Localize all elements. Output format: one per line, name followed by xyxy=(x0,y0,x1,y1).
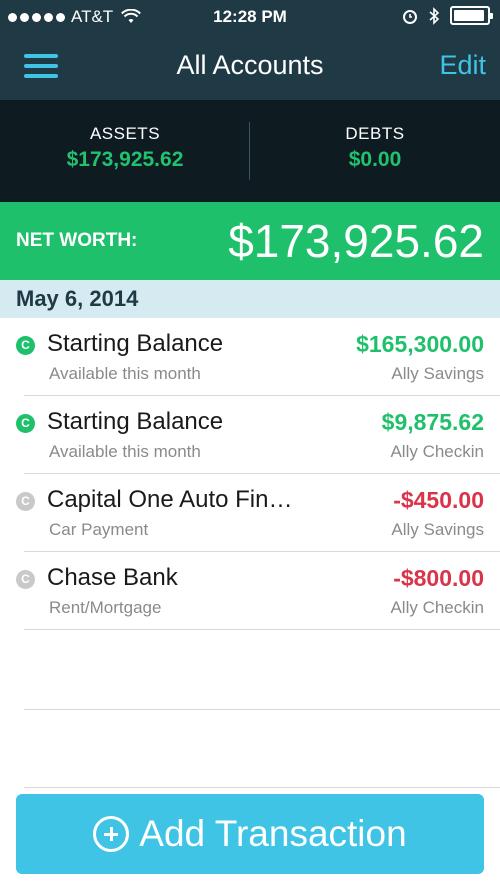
edit-button[interactable]: Edit xyxy=(439,50,486,80)
hamburger-menu-icon[interactable] xyxy=(24,54,58,80)
transaction-row[interactable]: C Capital One Auto Fin… Car Payment -$45… xyxy=(0,474,500,552)
net-worth-label: NET WORTH: xyxy=(16,230,138,251)
transaction-category: Available this month xyxy=(49,442,201,461)
list-divider xyxy=(24,709,500,710)
cleared-status-icon: C xyxy=(16,414,35,433)
accounts-summary: ASSETS $173,925.62 DEBTS $0.00 xyxy=(0,100,500,202)
summary-divider xyxy=(249,122,250,180)
status-right xyxy=(402,6,493,25)
bluetooth-icon xyxy=(429,6,440,25)
transaction-account: Ally Savings xyxy=(391,364,484,383)
navigation-bar: All Accounts Edit xyxy=(0,34,500,100)
debts-label: DEBTS xyxy=(345,124,405,143)
transaction-payee: Starting Balance xyxy=(47,330,224,357)
add-transaction-label: Add Transaction xyxy=(139,813,407,854)
assets-label: ASSETS xyxy=(89,124,161,143)
battery-fill xyxy=(454,10,485,21)
add-transaction-button[interactable]: Add Transaction xyxy=(16,794,484,874)
assets-summary[interactable]: ASSETS $173,925.62 xyxy=(0,124,250,172)
pending-status-icon: C xyxy=(16,492,35,511)
date-section-header: May 6, 2014 xyxy=(0,280,500,318)
transaction-amount: -$450.00 xyxy=(393,487,484,513)
debts-value: $0.00 xyxy=(348,148,402,171)
cleared-status-icon: C xyxy=(16,336,35,355)
assets-value: $173,925.62 xyxy=(66,148,184,171)
transaction-category: Car Payment xyxy=(49,520,149,539)
status-left: AT&T xyxy=(8,7,142,27)
alarm-clock-icon xyxy=(403,9,417,24)
carrier-name: AT&T xyxy=(71,7,114,26)
status-time: 12:28 PM xyxy=(213,7,287,26)
battery-icon xyxy=(450,6,493,25)
transaction-list: C Starting Balance Available this month … xyxy=(0,318,500,630)
list-divider xyxy=(24,787,500,788)
transaction-payee: Starting Balance xyxy=(47,408,224,435)
status-bar: AT&T 12:28 PM xyxy=(0,0,500,34)
debts-summary[interactable]: DEBTS $0.00 xyxy=(250,124,500,172)
transaction-account: Ally Checkin xyxy=(390,442,484,461)
date-header-text: May 6, 2014 xyxy=(16,286,139,311)
transaction-row[interactable]: C Chase Bank Rent/Mortgage -$800.00 Ally… xyxy=(0,552,500,630)
transaction-payee: Chase Bank xyxy=(47,564,178,591)
transaction-category: Rent/Mortgage xyxy=(49,598,162,617)
transaction-amount: $165,300.00 xyxy=(356,331,484,357)
signal-strength-icon xyxy=(8,12,65,22)
transaction-category: Available this month xyxy=(49,364,201,383)
net-worth-bar: NET WORTH: $173,925.62 xyxy=(0,202,500,280)
net-worth-value: $173,925.62 xyxy=(228,215,484,267)
transaction-row[interactable]: C Starting Balance Available this month … xyxy=(0,396,500,474)
transaction-payee: Capital One Auto Fin… xyxy=(47,486,293,513)
transaction-account: Ally Savings xyxy=(391,520,484,539)
transaction-row[interactable]: C Starting Balance Available this month … xyxy=(0,318,500,396)
transaction-amount: -$800.00 xyxy=(393,565,484,591)
pending-status-icon: C xyxy=(16,570,35,589)
page-title: All Accounts xyxy=(176,50,324,80)
plus-circle-icon xyxy=(93,816,130,852)
transaction-amount: $9,875.62 xyxy=(381,409,484,435)
wifi-icon xyxy=(121,9,142,23)
transaction-account: Ally Checkin xyxy=(390,598,484,617)
